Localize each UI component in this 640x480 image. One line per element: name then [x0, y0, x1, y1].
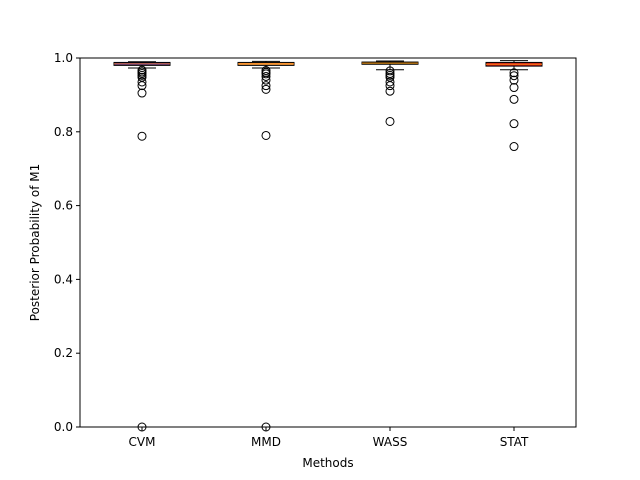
outlier-point — [137, 88, 147, 98]
x-tick-label: STAT — [500, 435, 529, 449]
outlier-point — [261, 71, 271, 81]
box-wass — [361, 60, 419, 126]
y-tick-label: 0.8 — [54, 125, 73, 139]
y-tick-label: 0.0 — [54, 420, 73, 434]
outlier-point — [385, 116, 395, 126]
outlier-point — [137, 131, 147, 141]
y-tick-label: 0.6 — [54, 199, 73, 213]
y-tick-label: 0.4 — [54, 272, 73, 286]
y-tick-label: 0.2 — [54, 346, 73, 360]
box-stat — [485, 60, 543, 152]
x-axis-label: Methods — [302, 456, 353, 470]
outlier-point — [509, 142, 519, 152]
outlier-point — [261, 75, 271, 85]
outlier-point — [385, 66, 395, 76]
outlier-point — [509, 75, 519, 85]
outlier-point — [385, 77, 395, 87]
outlier-point — [385, 81, 395, 91]
x-axis-ticks: CVM MMD WASS STAT — [129, 427, 529, 449]
outlier-point — [137, 77, 147, 87]
x-tick-label: CVM — [129, 435, 156, 449]
outlier-point — [509, 83, 519, 93]
x-tick-label: WASS — [373, 435, 408, 449]
box-cvm — [113, 61, 171, 432]
outlier-point — [385, 86, 395, 96]
outlier-point — [509, 119, 519, 129]
outlier-point — [509, 68, 519, 78]
outlier-point — [261, 69, 271, 79]
outlier-point — [137, 81, 147, 91]
box-mmd — [237, 60, 295, 432]
outlier-point — [509, 71, 519, 81]
outlier-point — [261, 81, 271, 91]
x-tick-label: MMD — [251, 435, 281, 449]
outlier-point — [261, 130, 271, 140]
outlier-point — [509, 94, 519, 104]
y-tick-label: 1.0 — [54, 51, 73, 65]
outlier-point — [261, 84, 271, 94]
plot-marks — [113, 60, 543, 432]
axes-frame — [79, 57, 577, 428]
y-axis-ticks: 0.0 0.2 0.4 0.6 0.8 1.0 — [54, 51, 80, 434]
y-axis-label: Posterior Probability of M1 — [28, 164, 42, 321]
